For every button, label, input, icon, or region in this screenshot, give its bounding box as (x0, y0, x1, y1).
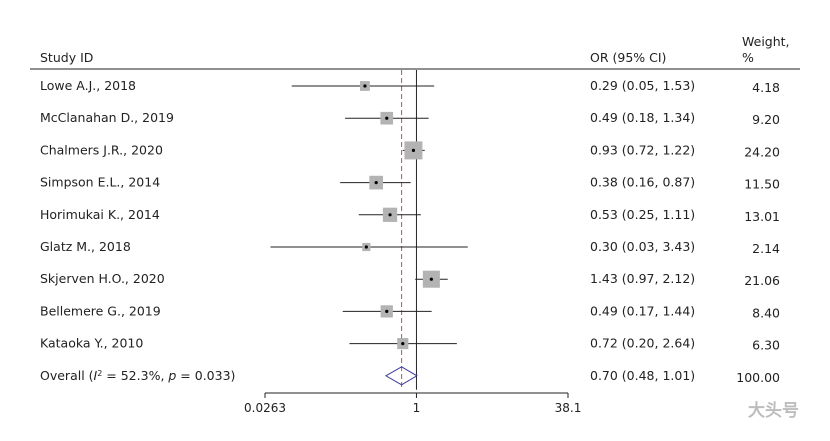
study-name: Bellemere G., 2019 (40, 303, 161, 318)
overall-weight-value: 100.00 (736, 370, 780, 385)
point-estimate (411, 148, 416, 152)
x-axis: 0.0263 1 38.1 (244, 392, 582, 415)
point-estimate (363, 84, 367, 88)
pooled-diamond (384, 366, 418, 386)
study-row: Lowe A.J., 2018 0.29 (0.05, 1.53) 4.18 (40, 78, 780, 95)
x-tick-label: 38.1 (555, 401, 582, 415)
study-name: Simpson E.L., 2014 (40, 175, 160, 190)
study-name: Skjerven H.O., 2020 (40, 271, 165, 286)
or-ci-value: 0.53 (0.25, 1.11) (590, 207, 695, 222)
weight-value: 11.50 (744, 177, 780, 192)
study-name: Kataoka Y., 2010 (40, 336, 143, 351)
point-estimate (429, 277, 433, 281)
point-estimate (385, 309, 389, 313)
study-row: McClanahan D., 2019 0.49 (0.18, 1.34) 9.20 (40, 110, 780, 127)
weight-value: 21.06 (744, 273, 780, 288)
point-estimate (401, 342, 405, 346)
study-name: Glatz M., 2018 (40, 239, 131, 254)
header-study-id: Study ID (40, 50, 93, 65)
study-rows: Lowe A.J., 2018 0.29 (0.05, 1.53) 4.18 McCl… (40, 70, 780, 390)
study-row: Glatz M., 2018 0.30 (0.03, 3.43) 2.14 (40, 239, 780, 256)
study-row: Kataoka Y., 2010 0.72 (0.20, 2.64) 6.30 (40, 336, 780, 353)
watermark-logo: 大头号 (748, 400, 799, 421)
or-ci-value: 0.72 (0.20, 2.64) (590, 336, 695, 351)
or-ci-value: 0.93 (0.72, 1.22) (590, 142, 695, 157)
weight-value: 9.20 (752, 112, 780, 127)
weight-value: 4.18 (752, 80, 780, 95)
or-ci-value: 1.43 (0.97, 2.12) (590, 271, 695, 286)
study-row: Skjerven H.O., 2020 1.43 (0.97, 2.12) 21.0… (40, 270, 780, 288)
or-ci-value: 0.30 (0.03, 3.43) (590, 239, 695, 254)
weight-value: 2.14 (752, 241, 780, 256)
weight-value: 24.20 (744, 144, 780, 159)
study-name: Chalmers J.R., 2020 (40, 142, 163, 157)
or-ci-value: 0.29 (0.05, 1.53) (590, 78, 695, 93)
point-estimate (364, 245, 368, 249)
study-row: Simpson E.L., 2014 0.38 (0.16, 0.87) 11.50 (40, 175, 780, 192)
weight-value: 13.01 (744, 209, 780, 224)
header-or-ci: OR (95% CI) (590, 50, 666, 65)
study-name: Horimukai K., 2014 (40, 207, 160, 222)
study-row: Horimukai K., 2014 0.53 (0.25, 1.11) 13.01 (40, 207, 780, 224)
weight-value: 6.30 (752, 338, 780, 353)
overall-label: Overall (I2 = 52.3%, p = 0.033) (40, 368, 235, 383)
point-estimate (374, 181, 378, 185)
point-estimate (388, 213, 392, 217)
overall-row: Overall (I2 = 52.3%, p = 0.033) 0.70 (0.4… (40, 366, 780, 386)
or-ci-value: 0.49 (0.17, 1.44) (590, 303, 695, 318)
header-weight-unit: % (742, 50, 754, 65)
x-tick-label: 1 (413, 401, 421, 415)
point-estimate (385, 116, 389, 120)
study-name: Lowe A.J., 2018 (40, 78, 136, 93)
weight-value: 8.40 (752, 305, 780, 320)
or-ci-value: 0.49 (0.18, 1.34) (590, 110, 695, 125)
study-row: Chalmers J.R., 2020 0.93 (0.72, 1.22) 24.2… (40, 141, 780, 160)
or-ci-value: 0.38 (0.16, 0.87) (590, 175, 695, 190)
header: Study ID OR (95% CI) Weight, % (40, 34, 790, 65)
overall-or-ci-value: 0.70 (0.48, 1.01) (590, 368, 695, 383)
header-weight: Weight, (742, 34, 790, 49)
study-row: Bellemere G., 2019 0.49 (0.17, 1.44) 8.40 (40, 303, 780, 320)
x-tick-label: 0.0263 (244, 401, 286, 415)
study-name: McClanahan D., 2019 (40, 110, 174, 125)
